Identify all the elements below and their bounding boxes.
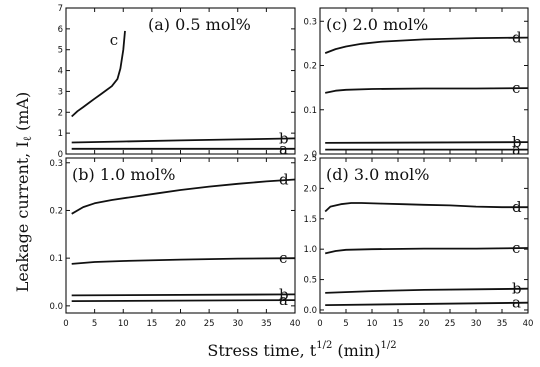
x-tick-label: 20 bbox=[175, 319, 186, 329]
series-label-c: c bbox=[110, 31, 118, 49]
panel-0: 0 1 2 3 4 5 6 7 (a) 0.5 mol% ab c bbox=[58, 4, 296, 160]
x-tick-label: 5 bbox=[92, 319, 97, 329]
series-line-c bbox=[71, 257, 296, 265]
series-label-c: c bbox=[512, 79, 520, 97]
y-tick-label: 2.5 bbox=[303, 154, 317, 164]
y-tick-label: 0.1 bbox=[303, 106, 317, 116]
x-tick-label: 0 bbox=[317, 319, 322, 329]
x-tick-label: 10 bbox=[118, 319, 129, 329]
y-tick-label: 6 bbox=[58, 25, 63, 35]
y-tick-label: 2.0 bbox=[303, 184, 317, 194]
series-line-d bbox=[324, 36, 529, 54]
y-tick-label: 5 bbox=[58, 46, 63, 56]
y-tick-label: 1.5 bbox=[303, 215, 317, 225]
series-label-c: c bbox=[279, 249, 287, 267]
x-tick-label: 30 bbox=[232, 319, 243, 329]
series-label-a: a bbox=[512, 294, 521, 312]
series-label-b: b bbox=[279, 285, 289, 303]
panel-title: (c) 2.0 mol% bbox=[326, 15, 428, 34]
x-tick-label: 25 bbox=[445, 319, 456, 329]
series-label-a: a bbox=[279, 291, 288, 309]
series-line-d bbox=[324, 202, 528, 213]
series-label-a: a bbox=[279, 140, 288, 158]
y-axis-title: Leakage current, Iℓ (mA) bbox=[13, 92, 34, 293]
y-tick-label: 4 bbox=[58, 67, 63, 77]
panel-title: (d) 3.0 mol% bbox=[326, 165, 429, 184]
series-line-c bbox=[71, 30, 126, 118]
x-tick-label: 25 bbox=[204, 319, 215, 329]
series-line-b bbox=[325, 287, 529, 294]
x-tick-label: 15 bbox=[146, 319, 157, 329]
series-line-c bbox=[325, 87, 529, 94]
x-tick-label: 40 bbox=[523, 319, 534, 329]
series-label-b: b bbox=[512, 280, 522, 298]
series-label-a: a bbox=[512, 141, 521, 159]
x-tick-label: 20 bbox=[419, 319, 430, 329]
y-tick-label: 0.1 bbox=[49, 254, 63, 264]
y-tick-label: 0.0 bbox=[303, 306, 317, 316]
y-tick-label: 7 bbox=[58, 4, 63, 14]
panel-1: 0 0.1 0.2 0.3 (c) 2.0 mol% ab c d bbox=[303, 7, 529, 160]
y-tick-label: 1.0 bbox=[303, 245, 317, 255]
series-label-d: d bbox=[512, 198, 522, 216]
y-tick-label: 0.0 bbox=[49, 302, 63, 312]
panel-3: 0 5 10 15 20 25 30 35 40 0.0 0.5 1.0 1.5 2.0 2.5 (d) 3.… bbox=[303, 154, 533, 329]
panel-title: (b) 1.0 mol% bbox=[72, 165, 175, 184]
series-line-a bbox=[71, 299, 296, 302]
series-label-b: b bbox=[279, 129, 289, 147]
series-label-d: d bbox=[279, 170, 289, 188]
y-tick-label: 0.5 bbox=[303, 276, 317, 286]
y-tick-label: 0.3 bbox=[303, 17, 317, 27]
x-axis-title: Stress time, t1/2 (min)1/2 bbox=[207, 340, 396, 360]
series-line-c bbox=[324, 247, 529, 255]
series-label-d: d bbox=[512, 29, 522, 47]
x-tick-label: 35 bbox=[497, 319, 508, 329]
series-line-a bbox=[325, 301, 529, 306]
x-tick-label: 5 bbox=[343, 319, 348, 329]
series-line-b bbox=[71, 137, 296, 144]
panel-title: (a) 0.5 mol% bbox=[148, 15, 251, 34]
series-line-b bbox=[325, 141, 529, 144]
series-label-c: c bbox=[512, 239, 520, 257]
series-line-d bbox=[71, 178, 296, 215]
panel-2: 0 5 10 15 20 25 30 35 40 0.0 0.1 0.2 0.3 (b) 1.0 mol%… bbox=[49, 157, 301, 329]
y-tick-label: 0 bbox=[312, 150, 317, 160]
y-tick-label: 0.2 bbox=[49, 206, 63, 216]
x-tick-label: 30 bbox=[471, 319, 482, 329]
y-tick-label: 0.3 bbox=[49, 159, 63, 169]
x-tick-label: 10 bbox=[367, 319, 378, 329]
series-line-b bbox=[71, 293, 296, 297]
y-tick-label: 0.2 bbox=[303, 62, 317, 72]
x-tick-label: 35 bbox=[261, 319, 272, 329]
x-tick-label: 0 bbox=[63, 319, 68, 329]
y-tick-label: 2 bbox=[58, 108, 63, 118]
y-tick-label: 3 bbox=[58, 87, 63, 97]
y-tick-label: 1 bbox=[58, 129, 63, 139]
x-tick-label: 15 bbox=[393, 319, 404, 329]
series-label-b: b bbox=[512, 133, 522, 151]
y-tick-label: 0 bbox=[58, 150, 63, 160]
x-tick-label: 40 bbox=[290, 319, 301, 329]
